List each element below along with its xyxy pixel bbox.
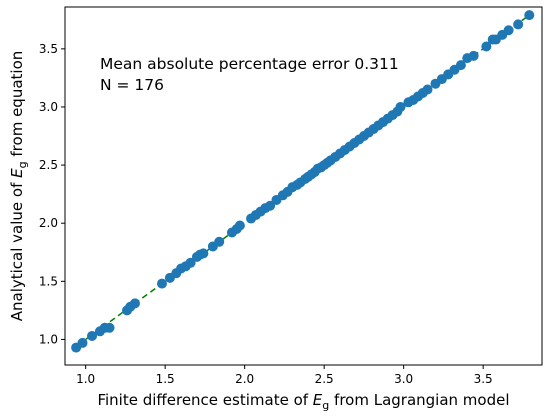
data-point (198, 248, 209, 259)
data-point (77, 337, 88, 348)
y-tick-label-2: 2.0 (39, 216, 58, 230)
data-point (104, 322, 115, 333)
y-tick-label-3: 2.5 (39, 158, 58, 172)
annotation-mape: Mean absolute percentage error 0.311 (100, 55, 399, 73)
data-point (468, 50, 479, 61)
data-point (265, 200, 276, 211)
data-point (214, 236, 225, 247)
y-tick-label-4: 3.0 (39, 100, 58, 114)
x-tick-label-4: 3.0 (394, 372, 413, 386)
data-point (524, 10, 535, 21)
y-axis-label-pre: Analytical value of (8, 178, 26, 321)
x-tick-label-5: 3.5 (474, 372, 493, 386)
data-point (87, 330, 98, 341)
y-axis-label-subscript: g (16, 161, 29, 168)
y-axis-label: Analytical value of Eg from equation (8, 51, 29, 322)
x-axis-label: Finite difference estimate of Eg from La… (97, 391, 509, 412)
x-tick-label-2: 2.0 (235, 372, 254, 386)
points-layer (71, 10, 535, 353)
y-tick-label-1: 1.5 (39, 274, 58, 288)
data-point (395, 101, 406, 112)
annotation-n: N = 176 (100, 76, 164, 94)
plot-frame (64, 6, 543, 366)
x-tick-label-3: 2.5 (315, 372, 334, 386)
data-point (234, 220, 245, 231)
x-tick-label-0: 1.0 (76, 372, 95, 386)
y-axis-ticks: 1.0 1.5 2.0 2.5 3.0 3.5 (39, 42, 65, 346)
y-tick-label-5: 3.5 (39, 42, 58, 56)
data-point (422, 84, 433, 95)
x-axis-label-post: from Lagrangian model (329, 391, 509, 409)
data-point (185, 257, 196, 268)
data-point (513, 19, 524, 30)
x-axis-ticks: 1.0 1.5 2.0 2.5 3.0 3.5 (76, 365, 493, 386)
x-axis-label-pre: Finite difference estimate of (97, 391, 312, 409)
y-axis-label-post: from equation (8, 51, 26, 162)
y-tick-label-0: 1.0 (39, 332, 58, 346)
data-point (481, 41, 492, 52)
data-point (503, 25, 514, 36)
data-point (129, 298, 140, 309)
y-axis-label-symbol: E (8, 168, 26, 178)
data-point (156, 278, 167, 289)
x-tick-label-1: 1.5 (156, 372, 175, 386)
data-point (455, 60, 466, 71)
x-axis-label-subscript: g (322, 399, 329, 412)
x-axis-label-symbol: E (313, 391, 323, 409)
